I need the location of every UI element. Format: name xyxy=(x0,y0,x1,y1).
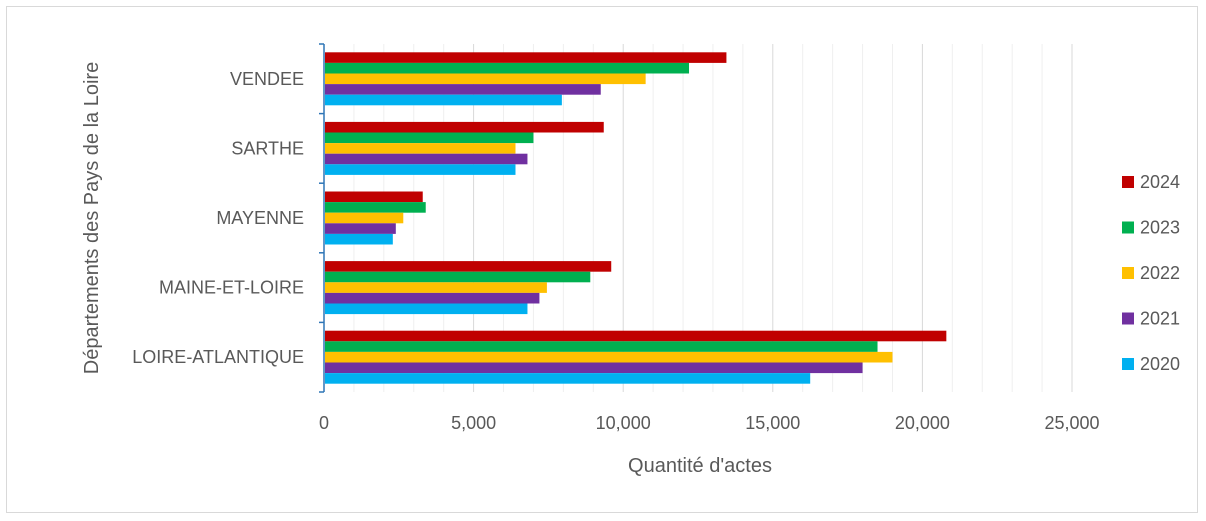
y-tick-label: SARTHE xyxy=(231,138,304,158)
bar-2022-maine-et-loire xyxy=(325,282,547,293)
bar-2023-vendee xyxy=(325,63,689,74)
y-tick-label: MAINE-ET-LOIRE xyxy=(159,278,304,298)
bar-2020-maine-et-loire xyxy=(325,304,527,315)
x-tick-label: 15,000 xyxy=(745,413,800,433)
y-tick-label: MAYENNE xyxy=(216,208,304,228)
bar-2023-sarthe xyxy=(325,133,533,144)
legend-swatch-2022 xyxy=(1122,267,1134,279)
bar-2022-vendee xyxy=(325,74,646,85)
bar-2024-maine-et-loire xyxy=(325,261,611,272)
bar-2020-loire-atlantique xyxy=(325,373,810,384)
x-tick-label: 5,000 xyxy=(451,413,496,433)
y-tick-label: VENDEE xyxy=(230,69,304,89)
x-axis-title: Quantité d'actes xyxy=(628,455,772,477)
axes xyxy=(319,44,324,392)
y-tick-label: LOIRE-ATLANTIQUE xyxy=(132,347,304,367)
x-tick-label: 20,000 xyxy=(895,413,950,433)
x-tick-label: 0 xyxy=(319,413,329,433)
legend-label-2020: 2020 xyxy=(1140,354,1180,374)
legend-swatch-2021 xyxy=(1122,313,1134,325)
bar-2021-loire-atlantique xyxy=(325,363,863,374)
bar-2024-sarthe xyxy=(325,122,604,133)
bar-2023-maine-et-loire xyxy=(325,272,590,283)
y-axis-title: Départements des Pays de la Loire xyxy=(81,62,103,374)
bar-2024-loire-atlantique xyxy=(325,331,946,342)
bar-2021-maine-et-loire xyxy=(325,293,539,304)
legend: 2024 2023 2022 2021 2020 xyxy=(1122,172,1180,374)
legend-swatch-2023 xyxy=(1122,222,1134,234)
bar-2023-mayenne xyxy=(325,202,426,213)
legend-label-2024: 2024 xyxy=(1140,172,1180,192)
bar-2020-mayenne xyxy=(325,234,393,245)
x-tick-labels: 0 5,000 10,000 15,000 20,000 25,000 xyxy=(319,413,1100,433)
legend-swatch-2024 xyxy=(1122,176,1134,188)
bar-2024-mayenne xyxy=(325,192,423,203)
bar-2021-vendee xyxy=(325,84,601,95)
bar-2021-sarthe xyxy=(325,154,527,165)
legend-label-2022: 2022 xyxy=(1140,263,1180,283)
bar-2022-mayenne xyxy=(325,213,403,224)
legend-label-2023: 2023 xyxy=(1140,218,1180,238)
bar-2023-loire-atlantique xyxy=(325,341,878,352)
x-tick-label: 10,000 xyxy=(596,413,651,433)
bar-2020-sarthe xyxy=(325,164,515,175)
bar-2022-sarthe xyxy=(325,143,515,154)
bar-2021-mayenne xyxy=(325,223,396,234)
x-tick-label: 25,000 xyxy=(1044,413,1099,433)
legend-label-2021: 2021 xyxy=(1140,309,1180,329)
bar-2020-vendee xyxy=(325,95,562,106)
bars xyxy=(325,52,946,383)
y-tick-labels: LOIRE-ATLANTIQUE MAINE-ET-LOIRE MAYENNE SAR… xyxy=(132,69,304,367)
bar-2022-loire-atlantique xyxy=(325,352,892,363)
legend-swatch-2020 xyxy=(1122,358,1134,370)
bar-2024-vendee xyxy=(325,52,726,63)
